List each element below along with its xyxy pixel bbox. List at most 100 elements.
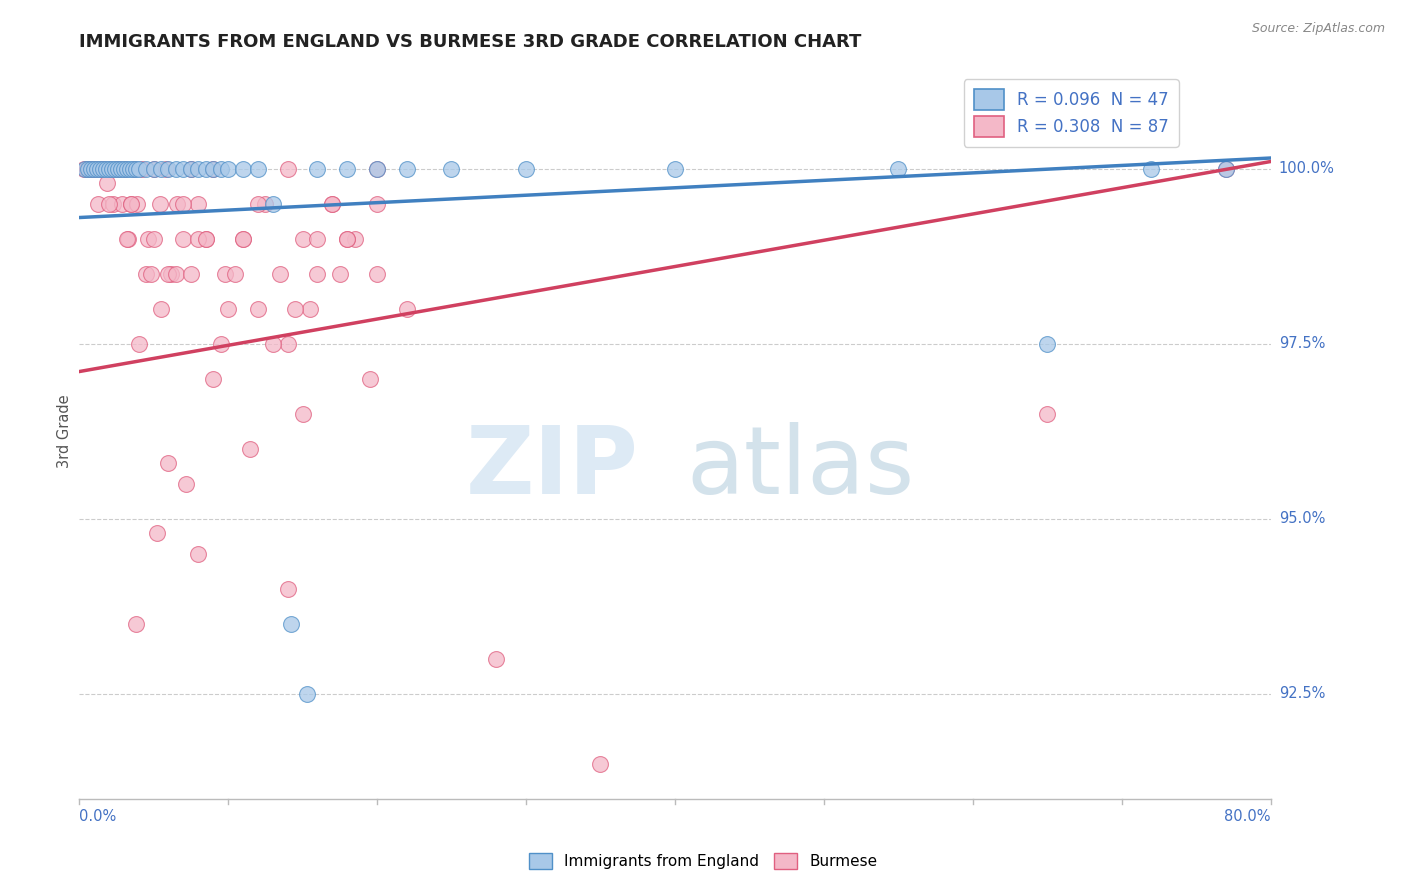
Point [262, 336, 284, 351]
Point [103, 196, 125, 211]
Point [194, 231, 217, 245]
Point [142, 161, 165, 176]
Text: ZIP: ZIP [467, 422, 640, 514]
Point [202, 161, 225, 176]
Point [150, 301, 173, 316]
Point [232, 231, 254, 245]
Text: 80.0%: 80.0% [1225, 809, 1271, 824]
Point [72, 161, 94, 176]
Point [155, 161, 177, 176]
Point [232, 161, 254, 176]
Point [87, 196, 110, 211]
Point [246, 196, 269, 211]
Point [172, 161, 194, 176]
Point [269, 267, 291, 281]
Legend: Immigrants from England, Burmese: Immigrants from England, Burmese [523, 847, 883, 875]
Point [160, 267, 183, 281]
Point [172, 231, 194, 245]
Point [187, 231, 209, 245]
Point [1215, 161, 1237, 176]
Point [194, 231, 217, 245]
Point [100, 161, 122, 176]
Point [246, 161, 269, 176]
Point [157, 161, 180, 176]
Point [104, 161, 127, 176]
Point [120, 196, 142, 211]
Point [115, 231, 138, 245]
Point [366, 267, 388, 281]
Point [1215, 161, 1237, 176]
Point [284, 301, 307, 316]
Point [515, 161, 537, 176]
Point [1036, 407, 1059, 421]
Point [117, 231, 139, 245]
Point [165, 161, 187, 176]
Point [254, 196, 277, 211]
Point [214, 267, 236, 281]
Point [118, 161, 141, 176]
Point [86, 161, 108, 176]
Legend: R = 0.096  N = 47, R = 0.308  N = 87: R = 0.096 N = 47, R = 0.308 N = 87 [963, 79, 1178, 146]
Point [176, 476, 198, 491]
Point [139, 267, 162, 281]
Point [108, 161, 131, 176]
Point [194, 161, 217, 176]
Point [187, 196, 209, 211]
Point [359, 371, 381, 385]
Point [262, 196, 284, 211]
Point [217, 161, 239, 176]
Point [589, 756, 612, 771]
Point [232, 231, 254, 245]
Point [307, 161, 329, 176]
Point [90, 161, 112, 176]
Point [239, 442, 262, 456]
Point [127, 196, 149, 211]
Point [114, 161, 136, 176]
Point [96, 176, 118, 190]
Point [93, 161, 115, 176]
Point [343, 231, 366, 245]
Text: 97.5%: 97.5% [1279, 336, 1326, 351]
Point [209, 336, 232, 351]
Point [142, 231, 165, 245]
Text: 0.0%: 0.0% [79, 809, 117, 824]
Point [277, 161, 299, 176]
Point [125, 616, 148, 631]
Point [307, 267, 329, 281]
Point [97, 196, 120, 211]
Point [887, 161, 910, 176]
Point [280, 616, 302, 631]
Point [97, 161, 120, 176]
Point [187, 161, 209, 176]
Point [83, 161, 105, 176]
Point [94, 161, 117, 176]
Point [80, 161, 103, 176]
Point [82, 161, 104, 176]
Point [166, 196, 188, 211]
Point [180, 267, 202, 281]
Point [224, 267, 246, 281]
Point [101, 161, 124, 176]
Point [112, 161, 135, 176]
Point [107, 161, 129, 176]
Point [295, 687, 318, 701]
Point [89, 161, 111, 176]
Point [145, 525, 167, 540]
Point [321, 196, 343, 211]
Point [135, 267, 157, 281]
Y-axis label: 3rd Grade: 3rd Grade [58, 394, 72, 468]
Point [91, 161, 114, 176]
Point [142, 161, 165, 176]
Point [217, 301, 239, 316]
Point [180, 161, 202, 176]
Point [77, 161, 100, 176]
Point [209, 161, 232, 176]
Point [172, 196, 194, 211]
Point [122, 161, 145, 176]
Point [321, 196, 343, 211]
Point [336, 231, 359, 245]
Point [291, 407, 314, 421]
Point [128, 336, 150, 351]
Point [485, 651, 508, 665]
Point [298, 301, 321, 316]
